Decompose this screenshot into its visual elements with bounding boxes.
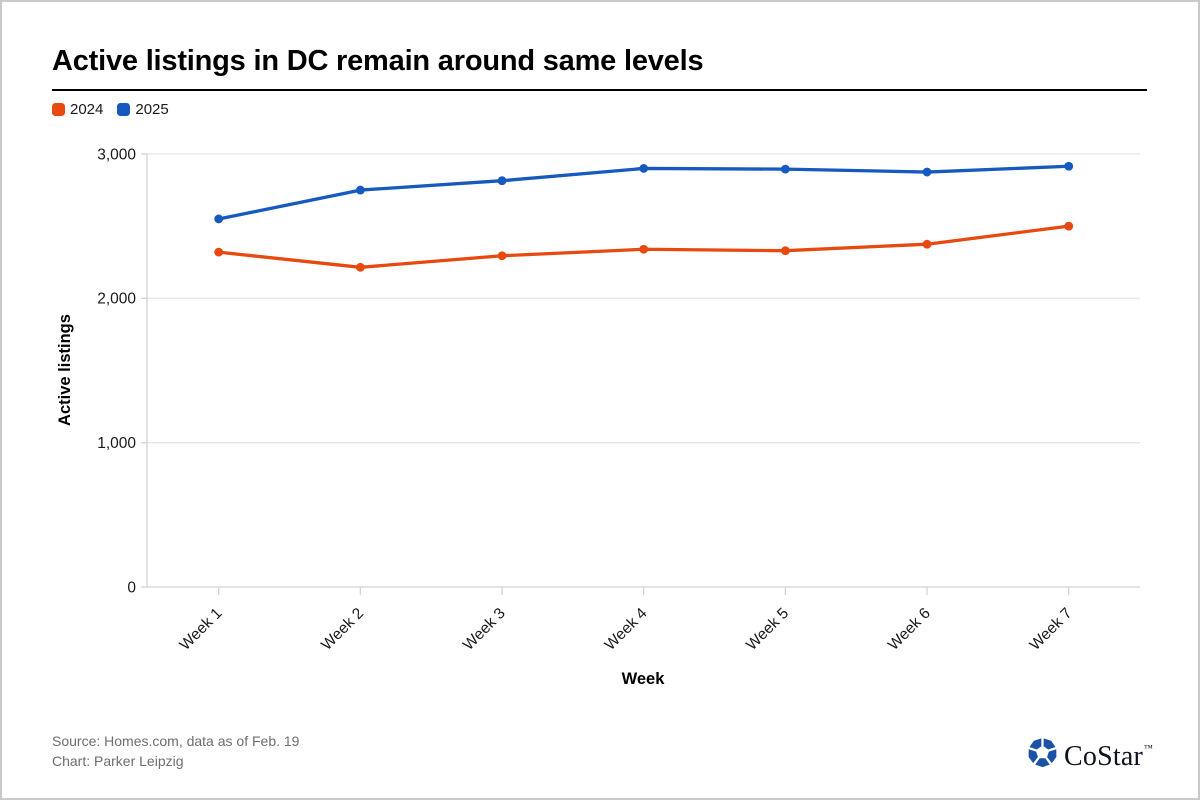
y-tick-label: 1,000 [97,435,136,452]
legend-swatch-2024 [52,103,65,116]
pinwheel-blade [1047,749,1057,764]
data-point-2025-week-6 [922,167,932,177]
footer-credit: Chart: Parker Leipzig [52,753,184,769]
legend-label-2024: 2024 [70,101,104,118]
series-line-2025 [217,164,1071,221]
legend-item-2025: 2025 [117,101,169,118]
trademark-symbol: ™ [1143,743,1154,753]
costar-wordmark: CoStar [1064,741,1143,772]
x-axis-title: Week [622,670,666,688]
data-point-2024-week-7 [1064,221,1074,231]
footer-source: Source: Homes.com, data as of Feb. 19 [52,733,300,749]
x-tick-label: Week 5 [743,605,792,654]
x-tick-label: Week 1 [177,605,226,654]
legend-item-2024: 2024 [52,101,103,118]
x-tick-label: Week 3 [460,605,509,654]
legend: 2024 2025 [52,101,169,118]
x-tick-label: Week 4 [602,605,651,654]
x-tick-label: Week 6 [885,605,934,654]
data-point-2024-week-6 [922,239,932,249]
data-point-2024-week-5 [780,246,790,256]
data-point-2024-week-3 [497,251,507,261]
data-point-2025-week-4 [639,164,649,173]
y-tick-label: 3,000 [97,146,136,163]
pinwheel-blade [1035,758,1050,768]
data-point-2025-week-3 [497,176,507,186]
x-tick-label: Week 7 [1027,605,1076,654]
pinwheel-blade [1028,749,1038,764]
y-tick-label: 0 [127,579,136,596]
legend-label-2025: 2025 [135,101,169,118]
y-axis-title: Active listings [56,314,74,426]
data-point-2024-week-2 [355,262,365,272]
title-rule [52,89,1147,91]
data-point-2025-week-2 [355,185,365,195]
chart-title: Active listings in DC remain around same… [52,45,704,77]
data-point-2025-week-7 [1064,161,1074,171]
data-point-2024-week-1 [214,247,224,257]
legend-swatch-2025 [117,103,131,116]
pinwheel-blade [1029,738,1042,750]
footer: Source: Homes.com, data as of Feb. 19 Ch… [52,731,299,771]
data-point-2024-week-4 [639,244,649,254]
pinwheel-blade [1043,738,1056,750]
costar-pinwheel-icon [1028,738,1057,768]
data-point-2025-week-5 [780,164,790,174]
data-point-2025-week-1 [214,214,224,224]
series-line-2024 [217,224,1071,269]
costar-logo: CoStar™ [1027,732,1153,773]
y-tick-label: 2,000 [97,291,136,308]
costar-logo-text: CoStar™ [1064,732,1153,773]
x-tick-label: Week 2 [318,605,367,654]
